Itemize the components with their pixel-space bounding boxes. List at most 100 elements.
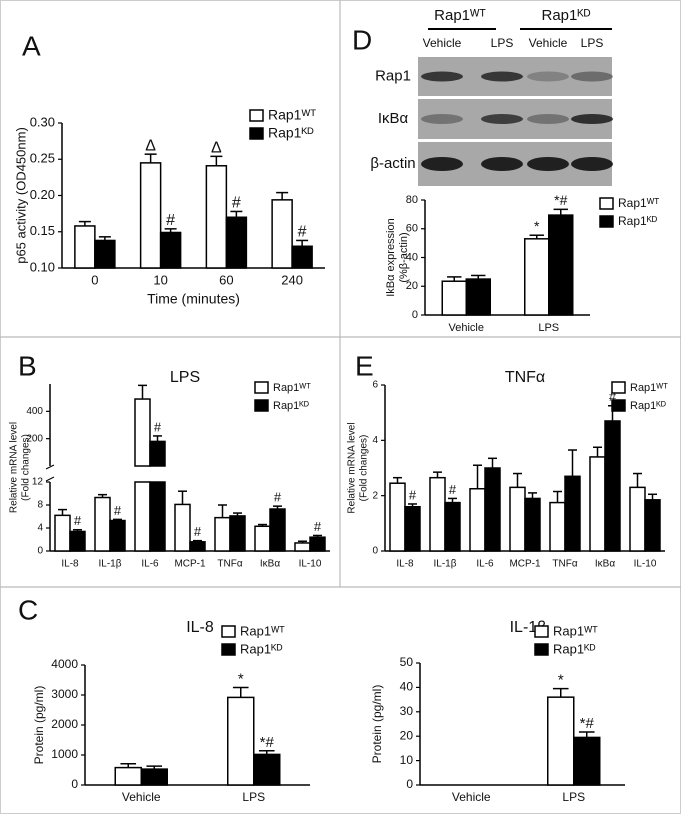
panel-letter: B xyxy=(18,350,37,381)
bar xyxy=(309,536,326,552)
bar xyxy=(548,214,574,316)
legend-label: Rap1ᵂᵀ xyxy=(273,382,311,394)
significance: # xyxy=(409,487,417,502)
bar xyxy=(644,499,661,552)
significance: # xyxy=(314,519,322,534)
panel-letter: A xyxy=(22,30,41,61)
bar xyxy=(54,514,71,552)
legend-label: Rap1ᴷᴰ xyxy=(618,214,658,228)
y-tick-label: 4000 xyxy=(51,657,78,671)
chart-title: TNFα xyxy=(505,369,545,386)
y-tick-label: 400 xyxy=(26,406,43,417)
significance: # xyxy=(232,195,241,212)
significance: # xyxy=(609,389,617,404)
legend-swatch xyxy=(534,643,549,656)
y-tick-label: 0 xyxy=(406,777,413,791)
blot-band xyxy=(481,71,523,82)
x-tick-label: IL-6 xyxy=(141,559,159,570)
legend-label: Rap1ᴷᴰ xyxy=(553,641,596,656)
axis-break xyxy=(45,476,55,482)
blot-band xyxy=(527,157,569,171)
y-tick-label: 40 xyxy=(400,680,414,694)
bar xyxy=(484,467,501,552)
x-tick-label: LPS xyxy=(242,790,265,804)
bar-upper xyxy=(134,398,151,467)
blot-lane: Vehicle xyxy=(423,36,462,50)
y-tick-label: 80 xyxy=(406,194,418,206)
y-tick-label: 4 xyxy=(37,523,43,534)
x-tick-label: IκBα xyxy=(595,559,615,570)
significance: Δ xyxy=(145,137,156,154)
legend-label: Rap1ᴷᴰ xyxy=(268,125,314,141)
bar xyxy=(94,496,111,552)
blot-lane: LPS xyxy=(581,36,604,50)
y-tick-label: 30 xyxy=(400,704,414,718)
x-tick-label: MCP-1 xyxy=(509,559,541,570)
significance: * xyxy=(558,672,564,689)
bar xyxy=(509,486,526,552)
y-axis-label: (Fold changes) xyxy=(21,434,32,501)
y-tick-label: 20 xyxy=(406,280,418,292)
significance: * xyxy=(534,218,540,234)
y-axis-label: p65 activity (OD450nm) xyxy=(13,127,28,264)
y-axis-label: Relative mRNA level xyxy=(347,422,358,513)
legend-swatch xyxy=(534,625,549,638)
x-tick-label: LPS xyxy=(538,322,559,334)
x-tick-label: IL-10 xyxy=(299,559,322,570)
bar xyxy=(74,225,96,269)
bar xyxy=(269,508,286,552)
bar xyxy=(69,530,86,552)
bar xyxy=(139,162,162,269)
y-tick-label: 0.10 xyxy=(30,259,55,274)
x-tick-label: IL-1β xyxy=(99,559,122,570)
bar xyxy=(214,516,231,552)
bar xyxy=(229,515,246,552)
y-tick-label: 10 xyxy=(400,753,414,767)
y-tick-label: 4 xyxy=(372,435,378,446)
bar xyxy=(389,482,406,552)
y-tick-label: 1000 xyxy=(51,747,78,761)
bar xyxy=(254,525,271,552)
blot-band xyxy=(571,71,613,82)
bar xyxy=(294,542,311,552)
bar xyxy=(524,238,550,316)
significance: # xyxy=(274,490,282,505)
legend-label: Rap1ᵂᵀ xyxy=(630,382,668,394)
significance: # xyxy=(114,503,122,518)
bar xyxy=(109,519,126,552)
bar xyxy=(573,736,601,786)
bar xyxy=(227,696,255,786)
bar xyxy=(524,497,541,552)
bar xyxy=(629,486,646,552)
x-tick-label: 10 xyxy=(153,272,167,287)
blot-lane: LPS xyxy=(491,36,514,50)
bar xyxy=(604,420,621,552)
bar xyxy=(429,476,446,552)
legend-label: Rap1ᴷᴰ xyxy=(273,400,309,412)
bar xyxy=(271,199,293,269)
bar xyxy=(547,696,575,786)
blot-band xyxy=(421,71,463,82)
significance: # xyxy=(154,419,162,434)
blot-band xyxy=(481,157,523,171)
significance: # xyxy=(449,482,457,497)
legend-swatch xyxy=(599,215,614,228)
x-tick-label: IL-8 xyxy=(61,559,79,570)
axis-break xyxy=(45,464,55,470)
y-tick-label: 2 xyxy=(372,490,378,501)
panel-letter: C xyxy=(18,594,38,625)
y-tick-label: 0.15 xyxy=(30,223,55,238)
x-tick-label: IL-8 xyxy=(396,559,414,570)
legend-swatch xyxy=(221,625,236,638)
y-axis-label: IkBα expression xyxy=(385,218,397,297)
significance: # xyxy=(74,513,82,528)
significance: *# xyxy=(580,715,595,732)
y-tick-label: 12 xyxy=(32,477,44,488)
legend-swatch xyxy=(254,399,269,412)
bar xyxy=(589,456,606,552)
blot-group: Rap1ᴷᴰ xyxy=(542,7,591,24)
legend-swatch xyxy=(221,643,236,656)
x-tick-label: Vehicle xyxy=(449,322,484,334)
significance: *# xyxy=(554,192,567,208)
